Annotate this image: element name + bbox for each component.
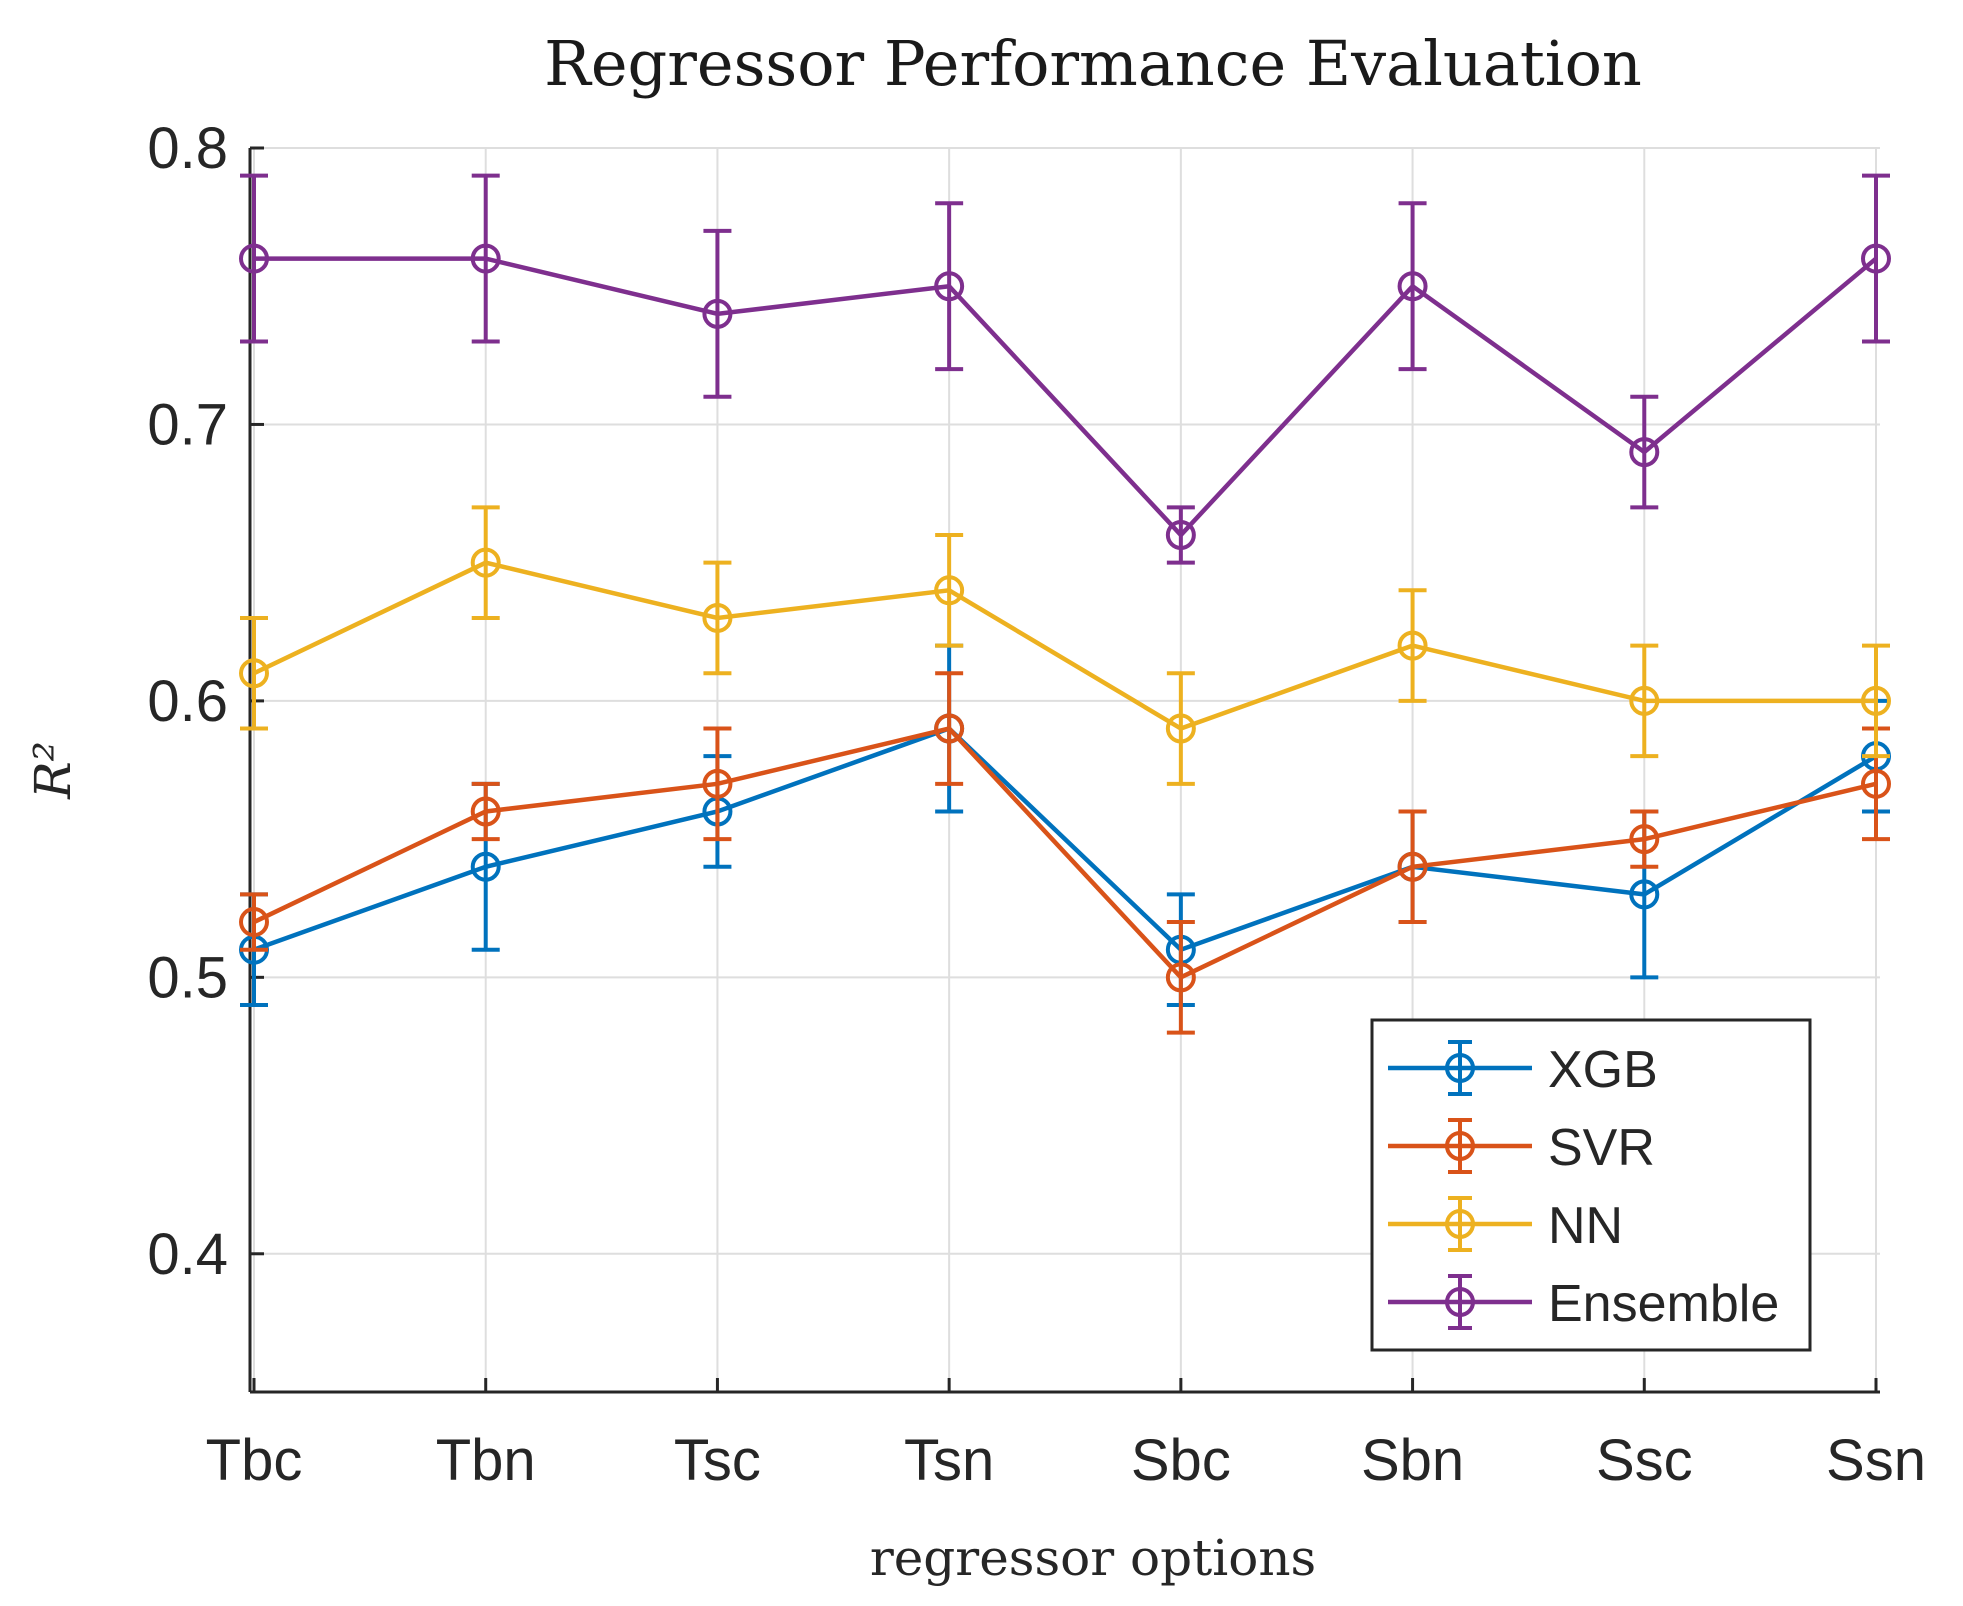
legend-marker <box>1445 1209 1475 1239</box>
data-point <box>702 768 733 799</box>
x-tick-label: Tsc <box>674 1428 761 1493</box>
data-point <box>702 298 733 329</box>
data-point <box>1397 271 1428 302</box>
legend-entry-nn: NN <box>1388 1196 1623 1255</box>
x-tick-label: Ssn <box>1826 1428 1926 1493</box>
data-point <box>239 243 269 274</box>
legend: XGB SVR NN Ensemble <box>1370 1018 1812 1352</box>
data-point <box>470 851 501 882</box>
series-nn <box>239 505 1891 786</box>
legend-marker <box>1445 1053 1475 1083</box>
legend-entry-ensemble: Ensemble <box>1388 1274 1779 1333</box>
y-tick-label: 0.7 <box>147 392 228 457</box>
legend-label: Ensemble <box>1548 1275 1779 1333</box>
legend-box <box>1370 1018 1812 1352</box>
y-tick-label: 0.4 <box>147 1222 228 1287</box>
series-line <box>253 726 1877 981</box>
data-point <box>470 547 501 578</box>
series-svr <box>239 671 1891 1035</box>
data-point <box>239 658 269 689</box>
data-point <box>1397 851 1428 882</box>
data-point <box>702 602 733 633</box>
x-tick-label: Tbc <box>206 1428 303 1493</box>
axes: 0.4 0.5 0.6 0.7 0.8 Tbc Tbn Tsc Tsn Sbc Sbn Ssc Ssn <box>147 116 1926 1493</box>
legend-marker <box>1445 1287 1475 1317</box>
data-point <box>1861 768 1891 799</box>
data-point <box>1165 713 1196 744</box>
data-point <box>1165 962 1196 993</box>
series-ensemble <box>239 173 1891 565</box>
data-point <box>1629 879 1660 910</box>
y-tick-label: 0.8 <box>147 116 228 181</box>
legend-label: SVR <box>1548 1119 1655 1177</box>
data-point <box>470 796 501 827</box>
data-point <box>1397 630 1428 661</box>
data-point <box>1629 685 1660 716</box>
y-tick-label: 0.5 <box>147 945 228 1010</box>
data-point <box>934 575 965 606</box>
series-layer <box>239 173 1891 1035</box>
series-line <box>253 560 1876 732</box>
legend-label: NN <box>1548 1197 1623 1255</box>
x-tick-label: Sbc <box>1131 1428 1231 1493</box>
series-line <box>254 256 1878 539</box>
data-point <box>934 271 965 302</box>
data-point <box>1861 685 1891 716</box>
legend-entry-svr: SVR <box>1388 1118 1655 1177</box>
x-tick-label: Tbn <box>436 1428 536 1493</box>
data-point <box>470 243 501 274</box>
x-tick-label: Sbn <box>1361 1428 1464 1493</box>
data-point <box>1629 824 1660 855</box>
data-point <box>1629 437 1660 468</box>
legend-marker <box>1445 1131 1475 1161</box>
data-point <box>934 713 965 744</box>
series-line <box>253 725 1878 953</box>
legend-label: XGB <box>1548 1041 1658 1099</box>
data-point <box>1165 520 1196 551</box>
chart-title: Regressor Performance Evaluation <box>544 27 1642 100</box>
legend-entry-xgb: XGB <box>1388 1040 1658 1099</box>
y-axis-label: R² <box>24 741 82 800</box>
x-tick-label: Ssc <box>1596 1428 1693 1493</box>
data-point <box>239 907 269 938</box>
x-tick-label: Tsn <box>904 1428 994 1493</box>
x-axis-label: regressor options <box>870 1529 1316 1587</box>
data-point <box>1861 243 1891 274</box>
y-tick-label: 0.6 <box>147 669 228 734</box>
